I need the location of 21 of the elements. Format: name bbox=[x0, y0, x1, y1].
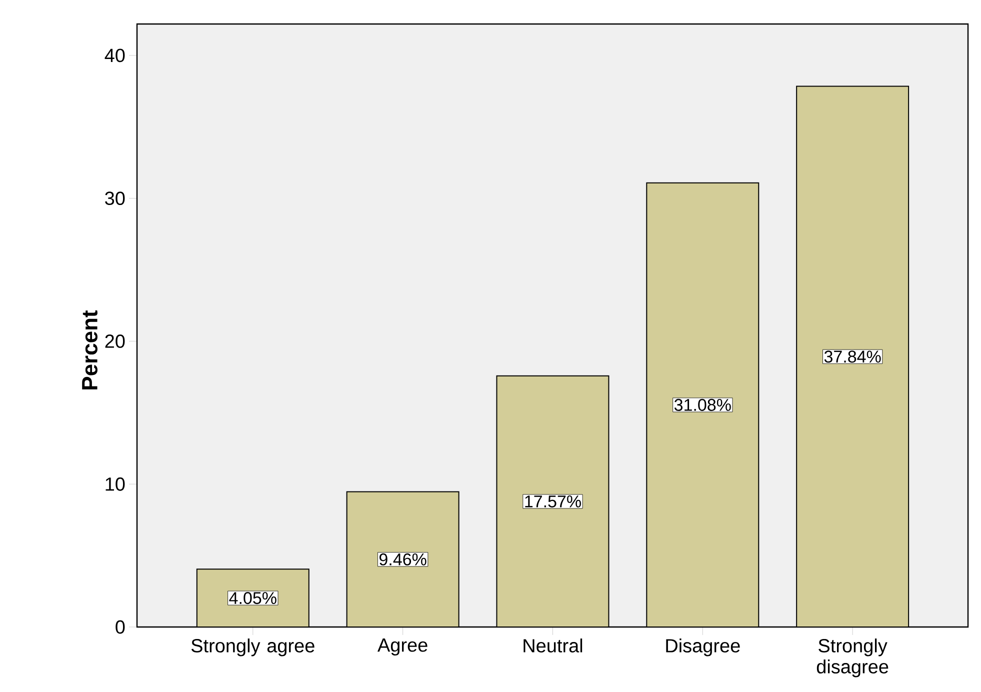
data-label: 31.08% bbox=[674, 398, 731, 411]
y-tick-label: 10 bbox=[106, 477, 125, 491]
bar bbox=[496, 376, 609, 627]
data-label: 4.05% bbox=[229, 592, 276, 604]
y-tick-label: 0 bbox=[116, 620, 125, 634]
x-tick-label: Agree bbox=[377, 638, 428, 656]
bar bbox=[346, 492, 459, 627]
data-label: 9.46% bbox=[380, 553, 426, 566]
data-label: 37.84% bbox=[824, 350, 881, 363]
y-tick-label: 40 bbox=[104, 48, 125, 62]
x-tick-label: Strongly agree bbox=[191, 638, 314, 656]
x-tick-label: Neutral bbox=[524, 638, 582, 652]
data-label: 17.57% bbox=[525, 495, 581, 508]
y-tick-label: 30 bbox=[105, 192, 125, 206]
bar bbox=[196, 569, 309, 627]
bar bbox=[646, 182, 759, 627]
x-tick-label: Disagree bbox=[666, 638, 740, 656]
y-tick-label: 20 bbox=[105, 334, 125, 348]
x-tick-label: Strongly disagree bbox=[816, 638, 888, 678]
bar bbox=[796, 86, 910, 627]
y-axis-title: Percent bbox=[82, 310, 98, 390]
